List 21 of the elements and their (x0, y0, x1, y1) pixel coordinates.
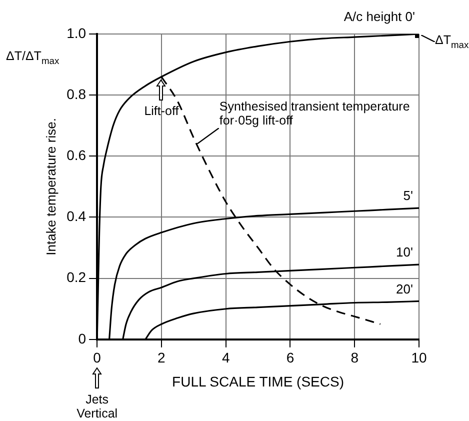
x-tick-label: 8 (350, 350, 359, 366)
x-tick-label: 4 (222, 350, 230, 366)
annotation: Synthesised transient temperature for·05g lift-off (219, 99, 410, 128)
annotation: Lift-off (144, 104, 180, 118)
y-tick-label: 0.4 (66, 208, 86, 224)
y-axis-title: Intake temperature rise. (43, 118, 58, 256)
series-label: 20' (396, 281, 413, 296)
y-tick-label: 0.2 (66, 269, 86, 286)
y-tick-label: 0.8 (66, 86, 86, 102)
x-tick-label: 0 (93, 350, 102, 366)
series-label: A/c height 0' (344, 9, 415, 24)
x-axis-title: FULL SCALE TIME (SECS) (172, 373, 344, 390)
y-tick-label: 0 (78, 330, 86, 346)
series-label: 10' (396, 244, 413, 260)
y-tick-label: 0.6 (66, 147, 86, 164)
y-tick-label: 1.0 (66, 24, 86, 41)
x-tick-label: 2 (158, 350, 166, 366)
x-tick-label: 6 (286, 350, 294, 366)
text: Jets Vertical (76, 392, 118, 420)
x-tick-label: 10 (411, 350, 427, 366)
series-label: 5' (403, 188, 413, 204)
